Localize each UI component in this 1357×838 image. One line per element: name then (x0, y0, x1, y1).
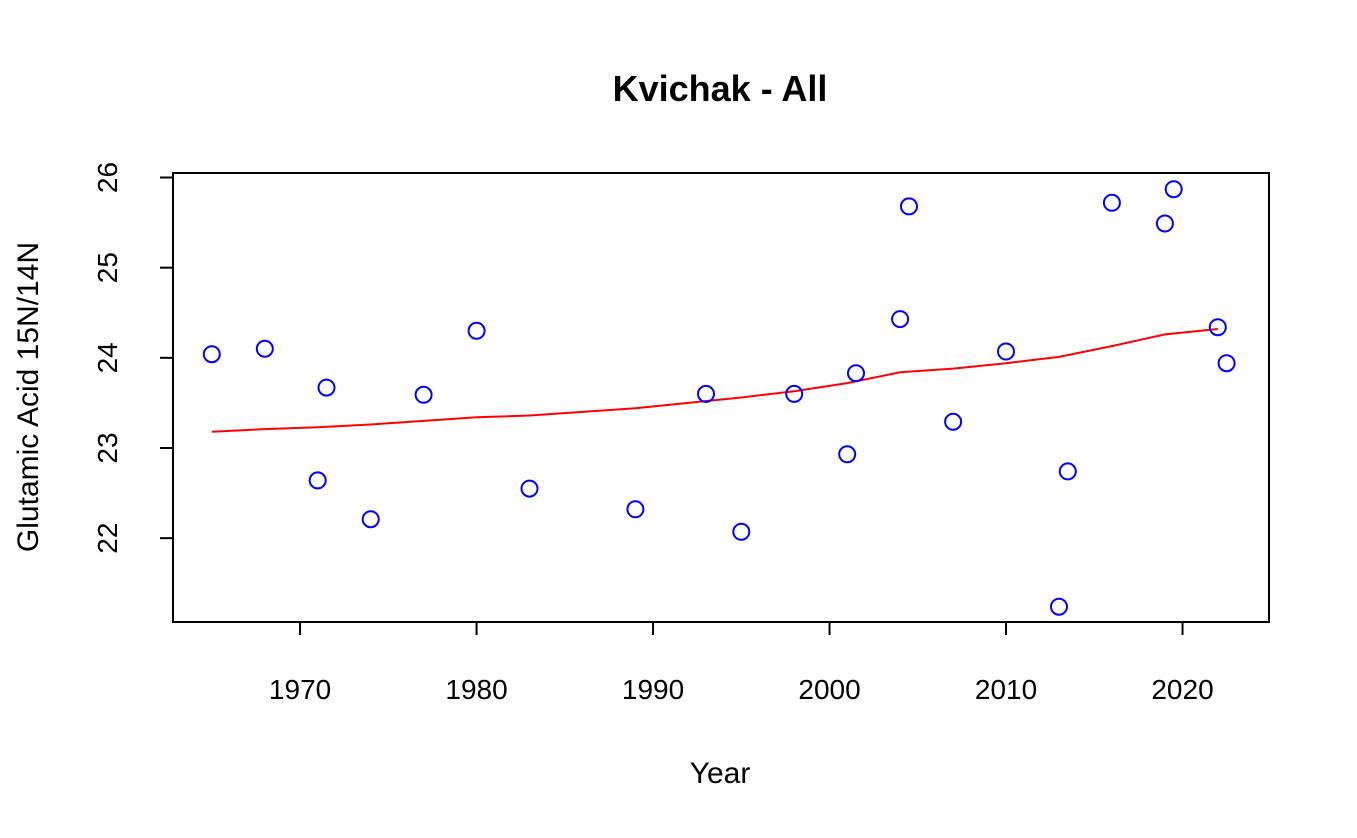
data-points-layer (202, 180, 1236, 616)
y-tick-label: 22 (92, 523, 123, 554)
y-tick-label: 23 (92, 432, 123, 463)
data-point (317, 378, 336, 397)
data-point (838, 445, 857, 464)
data-point (414, 385, 433, 404)
data-point (255, 339, 274, 358)
x-axis-label: Year (690, 757, 751, 790)
y-tick-label: 26 (92, 162, 123, 193)
trend-line (211, 328, 1218, 433)
data-point (900, 197, 918, 216)
data-point (847, 364, 865, 383)
y-tick-label: 25 (92, 252, 123, 283)
data-point (785, 384, 804, 403)
data-point (1217, 354, 1236, 373)
chart-title: Kvichak - All (613, 68, 828, 109)
data-point (1208, 318, 1227, 337)
trend-line-layer (211, 328, 1218, 433)
data-point (1155, 214, 1174, 233)
x-tick-label: 1970 (269, 674, 331, 705)
plot-frame (172, 172, 1270, 623)
data-point (732, 522, 751, 541)
x-tick-label: 2000 (798, 674, 860, 705)
data-point (1058, 462, 1077, 481)
x-tick-label: 1980 (445, 674, 507, 705)
data-point (467, 321, 486, 340)
y-axis-label: Glutamic Acid 15N/14N (12, 242, 45, 552)
data-point (202, 345, 221, 364)
data-point (308, 471, 327, 490)
data-point (520, 479, 539, 498)
data-point (361, 510, 380, 529)
x-tick-label: 2010 (975, 674, 1037, 705)
data-point (1050, 597, 1068, 616)
y-tick-label: 24 (92, 342, 123, 373)
data-point (697, 384, 715, 403)
data-point (944, 412, 963, 431)
data-point (997, 342, 1015, 361)
data-point (1164, 180, 1183, 199)
data-point (626, 500, 645, 519)
x-tick-label: 2020 (1151, 674, 1213, 705)
data-point (891, 310, 910, 329)
x-tick-label: 1990 (622, 674, 684, 705)
data-point (1102, 193, 1121, 212)
y-axis: 22 23 24 25 26 (92, 162, 174, 554)
x-axis: 1970 1980 1990 2000 2010 2020 (269, 621, 1214, 705)
